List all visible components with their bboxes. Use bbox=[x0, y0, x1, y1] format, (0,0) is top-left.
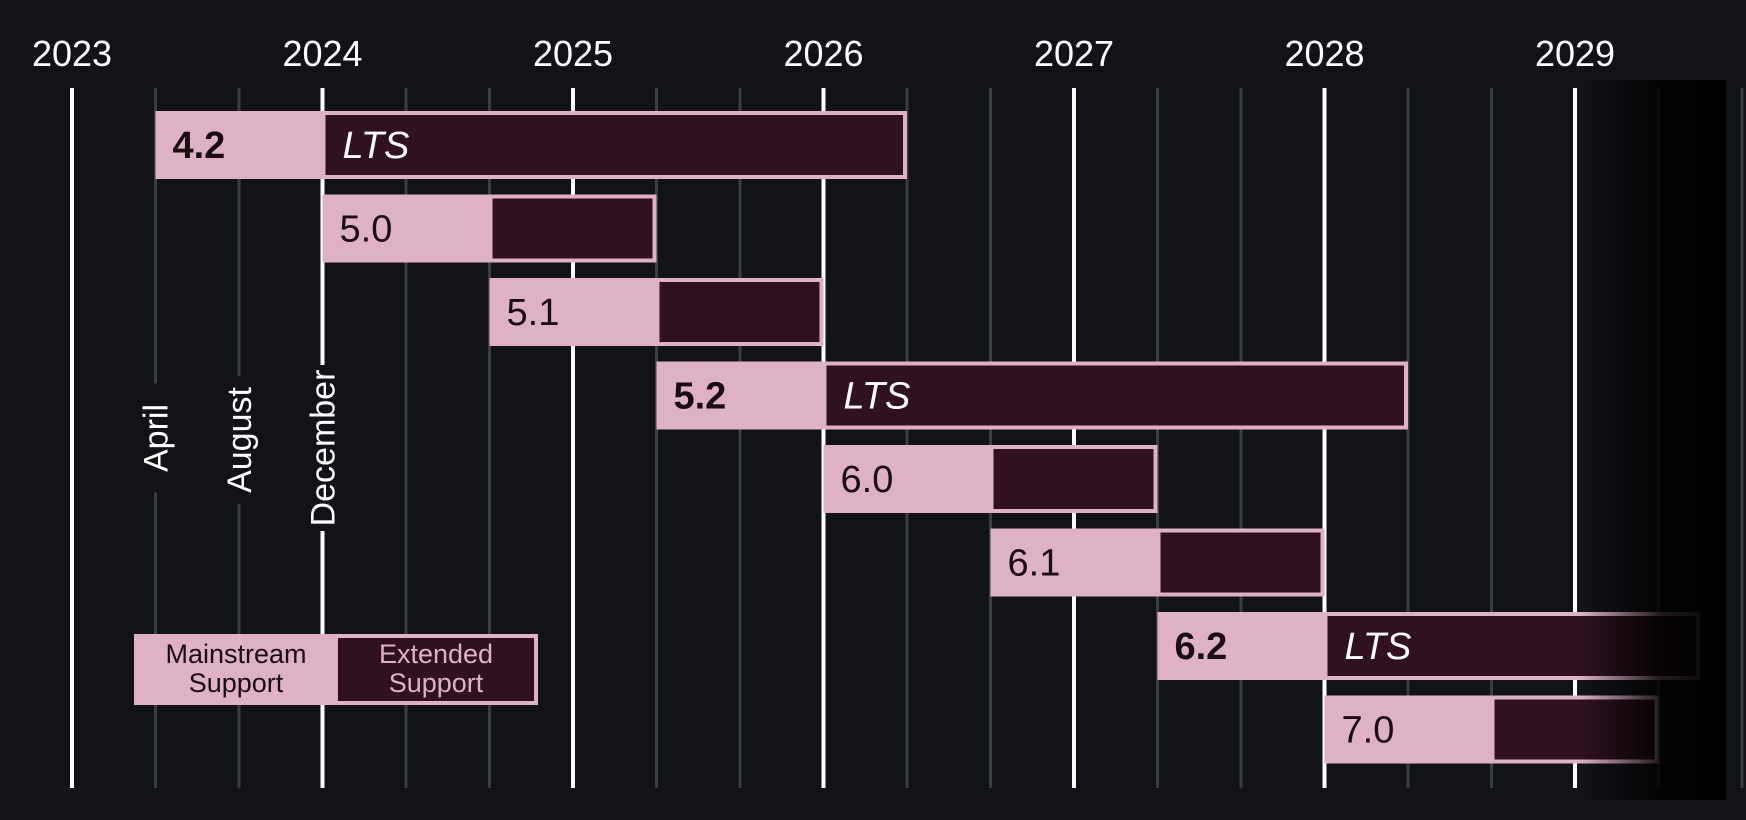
year-tick-label: 2029 bbox=[1535, 33, 1615, 74]
release-row-6-1: 6.1 bbox=[990, 528, 1325, 597]
extended-support-segment bbox=[993, 449, 1154, 509]
month-annotation-label: August bbox=[221, 387, 259, 493]
release-row-5-1: 5.1 bbox=[489, 278, 824, 346]
release-row-5-2: 5.2 LTS bbox=[656, 361, 1408, 430]
version-label: 6.1 bbox=[1008, 543, 1061, 585]
mainstream-support-segment bbox=[322, 194, 490, 263]
legend-mainstream-label: Mainstream bbox=[165, 639, 306, 669]
year-tick-label: 2025 bbox=[533, 33, 613, 74]
mainstream-support-segment bbox=[1157, 612, 1325, 680]
extended-support-segment bbox=[492, 198, 653, 259]
year-axis: 2023 2024 2025 2026 2027 2028 2029 bbox=[32, 33, 1615, 74]
month-label-backdrop bbox=[217, 376, 262, 504]
legend-mainstream-label: Support bbox=[189, 668, 284, 698]
year-tick-label: 2023 bbox=[32, 33, 112, 74]
mainstream-support-segment bbox=[1324, 695, 1492, 764]
mainstream-support-segment bbox=[656, 361, 824, 430]
extended-support-segment bbox=[826, 365, 1404, 426]
extended-support-segment bbox=[325, 115, 903, 175]
year-tick-label: 2024 bbox=[282, 33, 362, 74]
month-label-backdrop bbox=[133, 383, 178, 493]
year-tick-label: 2028 bbox=[1284, 33, 1364, 74]
extended-support-segment bbox=[1160, 532, 1321, 593]
month-annotation-label: December bbox=[305, 370, 343, 527]
version-label: 7.0 bbox=[1342, 710, 1395, 752]
mainstream-support-segment bbox=[990, 528, 1158, 597]
version-label: 6.2 bbox=[1174, 626, 1227, 668]
release-row-4-2: 4.2 LTS bbox=[155, 111, 907, 179]
mainstream-support-segment bbox=[155, 111, 323, 179]
version-label: 5.1 bbox=[507, 292, 560, 334]
version-label: 6.0 bbox=[841, 459, 894, 501]
lts-label: LTS bbox=[1345, 626, 1412, 668]
release-row-5-0: 5.0 bbox=[322, 194, 657, 263]
year-tick-label: 2026 bbox=[783, 33, 863, 74]
version-label: 4.2 bbox=[172, 125, 225, 167]
legend-extended-swatch bbox=[338, 638, 534, 701]
legend-extended-label: Extended bbox=[379, 639, 493, 669]
year-tick-label: 2027 bbox=[1034, 33, 1114, 74]
month-annotations: April August December bbox=[133, 365, 345, 531]
month-label-backdrop bbox=[300, 365, 345, 531]
lts-label: LTS bbox=[343, 125, 410, 167]
version-label: 5.2 bbox=[673, 376, 726, 418]
version-label: 5.0 bbox=[340, 209, 393, 251]
extended-support-segment bbox=[659, 282, 820, 342]
lts-label: LTS bbox=[844, 376, 911, 418]
mainstream-support-segment bbox=[489, 278, 657, 346]
release-row-6-0: 6.0 bbox=[823, 445, 1158, 513]
legend-extended-label: Support bbox=[389, 668, 484, 698]
month-annotation-label: April bbox=[137, 404, 175, 472]
mainstream-support-segment bbox=[823, 445, 991, 513]
right-edge-fade bbox=[1580, 80, 1726, 800]
